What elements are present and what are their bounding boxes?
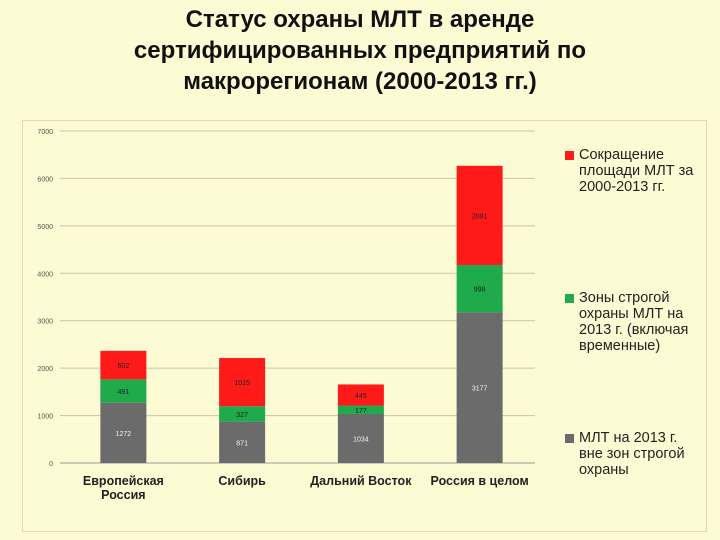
legend-swatch <box>565 294 574 303</box>
legend-swatch <box>565 151 574 160</box>
y-tick-label: 7000 <box>37 129 53 136</box>
y-tick-label: 5000 <box>37 224 53 231</box>
data-label: 3177 <box>472 386 488 393</box>
legend-swatch <box>565 434 574 443</box>
bar-segment <box>337 405 384 414</box>
bar-segment <box>219 421 266 463</box>
bar-segment <box>100 350 147 380</box>
bar-segment <box>337 413 384 463</box>
legend-label-line: площади МЛТ за <box>579 163 694 179</box>
bar-segment <box>456 264 503 313</box>
y-tick-label: 1000 <box>37 414 53 421</box>
data-label: 177 <box>355 408 367 415</box>
data-label: 871 <box>236 440 248 447</box>
data-label: 491 <box>118 389 130 396</box>
bar-segment <box>456 312 503 463</box>
legend-label-line: 2000-2013 гг. <box>579 179 666 195</box>
legend-label: Зоны строгой охраны МЛТ на 2013 г. (включа… <box>579 290 714 354</box>
y-tick-label: 2000 <box>37 366 53 373</box>
data-label: 1015 <box>234 380 250 387</box>
data-label: 327 <box>236 412 248 419</box>
x-tick-label: Европейская <box>83 474 164 488</box>
legend-label-line: Сокращение <box>579 147 665 163</box>
data-label: 602 <box>118 363 130 370</box>
chart-title: Статус охраны МЛТ в аренде сертифицирова… <box>0 4 720 97</box>
y-tick-label: 0 <box>49 461 53 468</box>
legend-label-line: 2013 г. (включая <box>579 322 689 338</box>
legend-label-line: охраны МЛТ на <box>579 306 684 322</box>
data-label: 1034 <box>353 436 369 443</box>
legend-label-line: вне зон строгой <box>579 446 685 462</box>
title-line-2: сертифицированных предприятий по <box>133 37 587 64</box>
y-tick-label: 4000 <box>37 271 53 278</box>
legend-label-line: Зоны строгой <box>579 290 670 306</box>
bar-segment <box>219 358 266 407</box>
x-tick-label: Дальний Восток <box>310 474 412 488</box>
x-tick-label: Россия в целом <box>431 474 529 488</box>
y-tick-label: 3000 <box>37 319 53 326</box>
data-label: 445 <box>355 393 367 400</box>
bar-segment <box>100 379 147 403</box>
y-tick-label: 6000 <box>37 176 53 183</box>
data-label: 1272 <box>116 431 132 438</box>
data-label: 998 <box>474 287 486 294</box>
legend-label-line: временные) <box>579 338 661 354</box>
x-tick-label: Сибирь <box>218 474 266 488</box>
legend-label: Сокращение площади МЛТ за 2000-2013 гг. <box>579 147 714 195</box>
title-line-3: макрорегионам (2000-2013 гг.) <box>183 68 537 95</box>
bar-segment <box>219 406 266 422</box>
bar-segment <box>337 384 384 406</box>
title-line-1: Статус охраны МЛТ в аренде <box>185 6 535 33</box>
bar-segment <box>100 402 147 463</box>
data-label: 2091 <box>472 213 488 220</box>
legend-label-line: охраны <box>579 462 629 478</box>
bar-segment <box>456 165 503 265</box>
legend-label-line: МЛТ на 2013 г. <box>579 430 678 446</box>
legend-label: МЛТ на 2013 г. вне зон строгой охраны <box>579 430 714 478</box>
x-tick-label: Россия <box>101 488 145 502</box>
